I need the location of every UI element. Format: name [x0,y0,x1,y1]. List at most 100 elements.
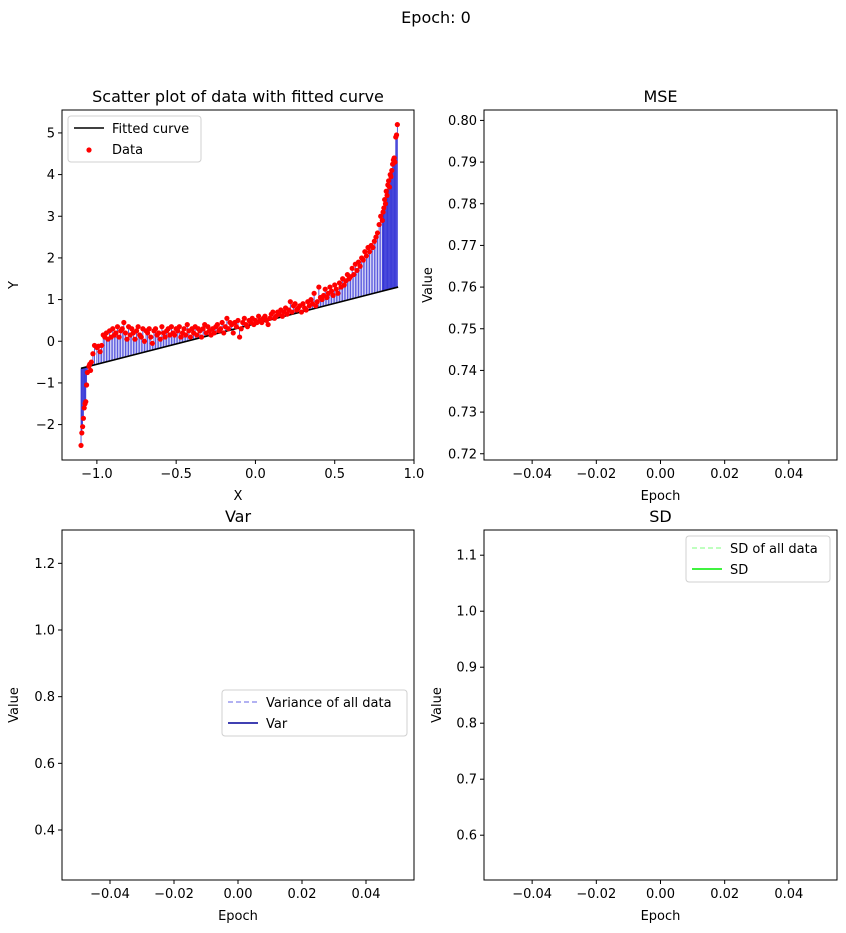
data-point [176,324,182,330]
sd-y-label: Value [430,687,445,723]
data-point [233,324,240,330]
data-point [87,367,94,374]
mse-x-tick-label: −0.02 [576,467,616,482]
data-point [171,332,178,338]
mse-y-tick-label: 0.77 [448,239,477,254]
data-point [287,299,293,305]
data-point [391,155,397,161]
data-point [316,284,322,290]
scatter-x-tick-label: −1.0 [81,467,113,482]
data-point [148,334,154,340]
data-point [322,286,328,292]
data-point [256,313,262,319]
data-point [146,326,152,332]
data-point [122,330,129,336]
var-y-tick-label: 0.6 [34,757,55,772]
sd-x-tick-label: −0.02 [576,887,616,902]
data-point [374,230,381,236]
legend-data-label: Data [112,143,143,158]
data-point [80,415,87,421]
data-point [221,330,227,336]
scatter-y-tick-label: 1 [47,293,55,308]
sd-y-tick-label: 0.8 [456,717,477,732]
scatter-title: Scatter plot of data with fitted curve [92,87,384,106]
var-panel: Var −0.04 −0.02 0.00 0.02 0.04 0.4 0.6 0.8 1.0 1.2… [7,507,415,924]
scatter-y-tick-label: 5 [47,126,55,141]
data-point [394,121,400,128]
var-x-tick-label: 0.00 [224,887,253,902]
data-point [97,349,103,355]
data-point [244,324,251,330]
data-point [138,334,144,340]
data-point [124,336,130,342]
var-legend-box [221,689,408,737]
data-point [241,315,247,321]
sd-x-tick-label: 0.00 [646,887,675,902]
data-point [99,342,105,349]
data-point [333,286,339,292]
data-point [335,290,341,296]
mse-y-tick-label: 0.78 [448,197,477,212]
data-point [205,324,211,330]
data-point [168,324,175,330]
data-point [83,382,90,388]
sd-title: SD [649,507,671,526]
sd-x-tick-label: −0.04 [512,887,552,902]
data-point [270,309,276,315]
var-x-tick-label: 0.04 [352,887,381,902]
mse-x-tick-label: 0.04 [774,467,803,482]
data-point [298,309,305,315]
data-point [392,159,398,165]
var-y-label: Value [7,687,22,723]
scatter-y-tick-label: 3 [47,210,55,225]
data-point [225,326,232,332]
sd-y-tick-label: 1.1 [456,549,477,564]
data-point [110,326,116,332]
data-point [314,299,320,305]
data-point [183,332,189,338]
data-point [162,334,168,340]
sd-legend-box [685,535,831,583]
data-point [211,330,217,336]
data-point [217,326,224,332]
mse-y-tick-label: 0.75 [448,322,477,337]
mse-x-tick-label: −0.04 [512,467,552,482]
data-point [181,326,187,332]
scatter-y-tick-label: 4 [47,168,55,183]
sd-x-label: Epoch [641,909,681,924]
data-point [382,201,389,207]
mse-y-label: Value [421,267,436,303]
data-point [327,284,333,290]
data-point [175,328,181,334]
data-point [156,330,162,336]
data-point [116,334,122,340]
scatter-y-tick-label: −2 [36,418,55,433]
data-point [319,296,325,303]
data-point [238,326,244,332]
data-point [336,280,343,286]
data-point [90,351,96,357]
var-y-tick-label: 1.0 [34,624,55,639]
sd-x-tick-label: 0.02 [710,887,739,902]
sd-y-tick-label: 1.0 [456,605,477,620]
data-point [230,330,236,336]
var-y-tick-label: 0.4 [34,824,55,839]
data-point [379,217,385,224]
data-point [389,167,395,174]
data-point [219,319,225,326]
mse-x-label: Epoch [641,489,681,504]
data-point [133,328,140,334]
data-point [388,174,394,180]
mse-y-tick-label: 0.72 [448,447,477,462]
scatter-x-tick-label: 1.0 [404,467,425,482]
data-point [351,271,357,278]
data-point [371,238,377,244]
var-x-tick-label: −0.02 [154,887,194,902]
sd-legend-label: SD of all data [730,542,818,557]
sd-y-tick-label: 0.7 [456,773,477,788]
data-point [78,442,84,449]
data-point [114,324,121,330]
data-point [279,313,285,319]
data-point [267,315,273,321]
